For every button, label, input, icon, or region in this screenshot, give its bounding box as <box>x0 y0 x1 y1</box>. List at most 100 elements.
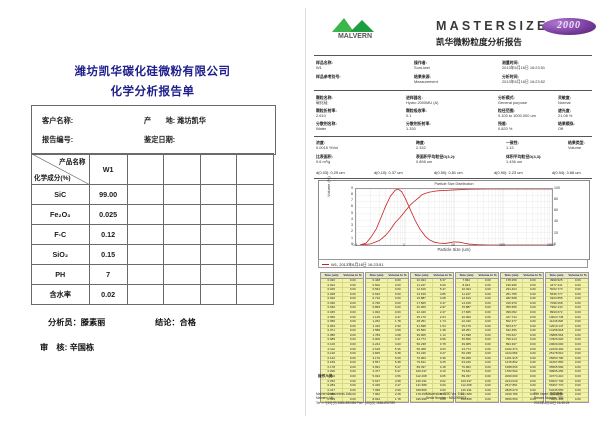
svg-text:MALVERN: MALVERN <box>338 33 372 40</box>
customer-name-label: 客户名称: <box>42 116 74 125</box>
result-table-row: 0.283 0.00 <box>321 384 363 389</box>
cell-size: 3.557 <box>366 361 388 365</box>
meta-analysis-mode: 分析模式: General purpose <box>498 95 560 106</box>
cell-volume: 0.00 <box>394 282 401 287</box>
cell-volume: 4.08 <box>394 332 401 337</box>
result-table-row: 1.416 2.90 <box>366 324 408 330</box>
meta-sampler-name: 进样器名: Hydro 2000MU (A) <box>406 95 492 106</box>
percentile-unit: um <box>339 170 345 175</box>
result-table-row: 7.962 0.00 <box>456 278 498 284</box>
rule-mid2 <box>314 136 592 138</box>
cell-size: 0.045 <box>321 310 343 315</box>
cell-volume: 0.00 <box>349 374 356 379</box>
cell-size: 0.142 <box>321 356 343 361</box>
cell-volume: 0.00 <box>484 309 491 314</box>
result-table-row: 0.710 0.00 <box>366 297 408 302</box>
result-table-row: 12.619 5.47 <box>411 288 453 293</box>
cell-volume: 4.59 <box>394 328 401 333</box>
meta-label: 分散剂折射率: <box>406 121 431 126</box>
meta-label: 结果模拟: <box>558 121 575 126</box>
meta-label: 一致性: <box>506 140 519 145</box>
cell-volume: 0.00 <box>349 355 356 360</box>
cell-volume: 0.00 <box>439 396 446 401</box>
meta-size-range: 粒径范围: 0.100 to 1000.000 um <box>498 108 570 119</box>
cell-size: 44.774 <box>411 338 433 342</box>
cell-size: 15.887 <box>411 297 433 301</box>
cell-volume: 0.00 <box>574 364 581 369</box>
percentile-d090: d(0.90): 2.23 um <box>494 170 523 175</box>
cell-volume: 1.13 <box>439 332 446 337</box>
result-table-header: Size (um) Volume In % <box>501 273 543 279</box>
cell-volume: 0.00 <box>529 374 536 379</box>
cell-volume: 0.00 <box>529 309 536 314</box>
cell-size: 893.367 <box>501 343 523 347</box>
cell-size: 1124.683 <box>501 352 523 356</box>
result-table-row: 6324.555 0.00 <box>546 297 588 302</box>
empty-cell <box>199 153 238 185</box>
column-header-volume: Volume In % <box>523 273 542 278</box>
cell-volume: 2.47 <box>439 309 446 314</box>
cell-volume: 0.00 <box>349 282 356 287</box>
cell-volume: 0.00 <box>484 360 491 365</box>
cell-volume: 0.00 <box>574 300 581 305</box>
cell-size: 17.825 <box>456 310 478 315</box>
percentile-unit: um <box>397 170 403 175</box>
cell-size: 20000.000 <box>546 343 568 347</box>
cell-size: 0.200 <box>321 370 343 374</box>
malvern-logo-icon: MALVERN <box>328 18 382 40</box>
meta-value: 0.820 % <box>498 126 513 132</box>
cell-volume: 1.54 <box>439 323 446 328</box>
result-table: Size (um) Volume In % 178.250 0.00 199.996 0.… <box>500 272 544 404</box>
meta-operator: 操作者: SunLiwei <box>414 60 500 71</box>
cell-volume: 6.09 <box>439 282 446 287</box>
empty-cell <box>126 153 165 185</box>
cell-volume: 0.63 <box>439 346 446 351</box>
chart-y2-tick: 80 <box>554 197 558 201</box>
result-table-row: 1261.915 0.00 <box>501 356 543 362</box>
cell-size: 0.050 <box>321 315 343 319</box>
cell-size: 0.317 <box>321 388 343 393</box>
result-table-row: 447.744 0.00 <box>501 315 543 320</box>
cell-size: 10.024 <box>456 288 478 292</box>
cell-size: 28.251 <box>456 329 478 333</box>
cell-size: 15886.564 <box>546 333 568 338</box>
column-header-volume: Volume In % <box>478 273 497 278</box>
inspection-date-label: 鉴定日期: <box>144 135 176 144</box>
cell-volume: 0.00 <box>484 342 491 347</box>
result-table-row: 79621.430 0.00 <box>546 397 588 403</box>
result-table-row: 4.477 5.47 <box>366 370 408 375</box>
cell-volume: 0.00 <box>349 387 356 392</box>
cell-volume: 0.18 <box>439 364 446 369</box>
result-table-row: 0.112 0.00 <box>321 347 363 353</box>
column-header-size: Size (um) <box>504 273 519 278</box>
cell-size: 0.112 <box>321 347 343 352</box>
cell-size: 0.502 <box>366 283 388 287</box>
cell-volume: 1.74 <box>439 319 446 324</box>
chart-y-tick: 7 <box>351 198 353 203</box>
cell-size: 89.337 <box>456 375 478 379</box>
cell-size: 0.063 <box>321 324 343 329</box>
rule-top <box>314 55 592 57</box>
cell-size: 0.632 <box>366 292 388 297</box>
result-table-row: 8.934 0.00 <box>456 283 498 288</box>
result-table-row: 35565.590 0.00 <box>546 364 588 371</box>
cell-volume: 0.00 <box>574 360 581 365</box>
meta-label: 跨度: <box>416 140 426 145</box>
cell-volume: 0.00 <box>574 319 581 324</box>
result-table-row: 0.089 0.00 <box>321 338 363 343</box>
chemical-composition-table: 产品名称 化学成分(%) W1 SiC 99.00 Fe₂O₃ 0.025 <box>31 153 274 305</box>
table-row: F-C 0.12 <box>31 224 274 245</box>
chart-y-tick: 1 <box>351 235 353 240</box>
table-row: SiO₂ 0.15 <box>31 244 274 265</box>
cell-volume: 0.00 <box>529 296 536 301</box>
meta-value: 2.332 <box>416 145 426 151</box>
meta-label: 体积平均粒径D(4,3): <box>506 154 542 159</box>
chart-y-tick: 2 <box>351 229 353 234</box>
column-header-size: Size (um) <box>369 273 384 278</box>
result-table-row: 0.020 0.00 <box>321 278 363 284</box>
cell-volume: 0.00 <box>529 342 536 347</box>
empty-cell <box>163 244 201 265</box>
cell-size: 796.214 <box>501 338 523 342</box>
cell-size: 22440.400 <box>546 347 568 352</box>
